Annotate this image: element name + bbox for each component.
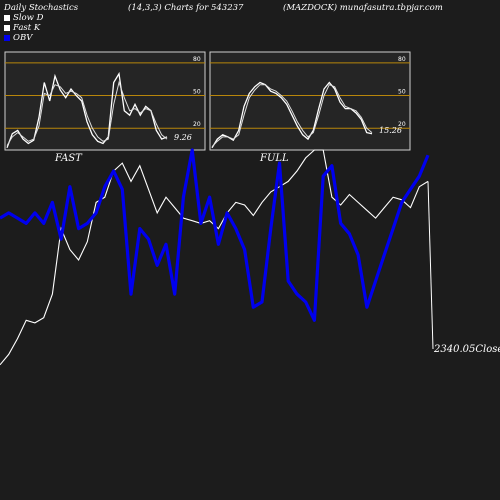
fast-tick-label-20: 20 xyxy=(193,121,201,128)
full-tick-label-20: 20 xyxy=(398,121,406,128)
fast-panel: 20 50 80 xyxy=(5,56,205,149)
fast-panel-label: FAST xyxy=(54,153,83,164)
full-tick-label-50: 50 xyxy=(398,89,406,96)
legend: Slow D Fast K OBV xyxy=(4,13,43,43)
fast-slow-d-line xyxy=(6,80,168,146)
full-fast-k-line xyxy=(211,81,373,149)
legend-label-fast-k: Fast K xyxy=(13,23,41,33)
legend-swatch-slow-d xyxy=(4,15,10,21)
price-obv-panel xyxy=(0,148,434,366)
full-panel-frame xyxy=(209,51,411,151)
chart-title-center: (14,3,3) Charts for 543237 xyxy=(128,3,244,13)
fast-fast-k-line xyxy=(6,71,168,149)
legend-swatch-fast-k xyxy=(4,25,10,31)
full-tick-label-80: 80 xyxy=(398,56,406,63)
legend-label-obv: OBV xyxy=(13,33,33,43)
chart-title-left: Daily Stochastics xyxy=(4,3,79,13)
legend-swatch-obv xyxy=(4,35,10,41)
legend-item-slow-d: Slow D xyxy=(4,13,43,23)
close-leader-line xyxy=(427,181,434,350)
legend-label-slow-d: Slow D xyxy=(13,13,44,23)
close-price-label: 2340.05Close xyxy=(433,344,500,355)
legend-item-fast-k: Fast K xyxy=(4,23,43,33)
obv-line xyxy=(0,148,430,322)
fast-last-value: 9.26 xyxy=(174,133,192,142)
full-slow-d-line xyxy=(211,84,373,148)
legend-item-obv: OBV xyxy=(4,33,43,43)
chart-title-right: (MAZDOCK) munafasutra.tbpjar.com xyxy=(283,3,443,13)
fast-panel-frame xyxy=(4,51,206,151)
full-last-value: 15.26 xyxy=(379,126,402,135)
full-panel-label: FULL xyxy=(259,153,289,164)
full-panel: 20 50 80 xyxy=(210,56,410,149)
fast-tick-label-80: 80 xyxy=(193,56,201,63)
fast-tick-label-50: 50 xyxy=(193,89,201,96)
close-price-line xyxy=(0,149,429,366)
